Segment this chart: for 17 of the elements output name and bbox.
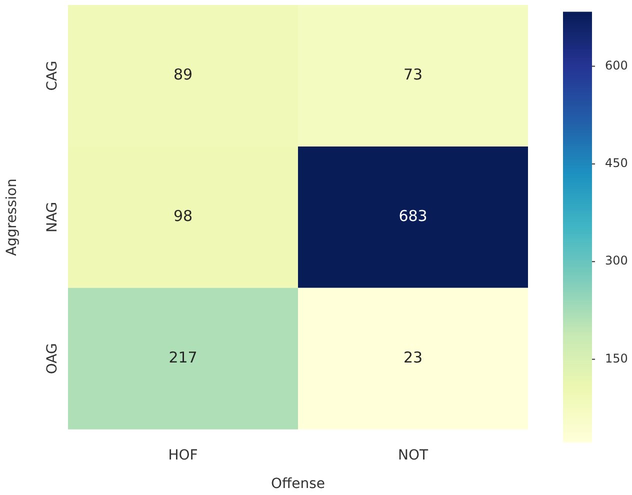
data-label: 683 bbox=[398, 207, 428, 226]
color-bar-label: 300 bbox=[605, 254, 628, 268]
data-label: 217 bbox=[168, 348, 198, 367]
data-label: 73 bbox=[403, 66, 423, 84]
data-label: 89 bbox=[173, 66, 193, 84]
y-tick-label: NAG bbox=[44, 202, 61, 233]
data-label: 98 bbox=[173, 207, 193, 226]
x-tick-label: HOF bbox=[168, 447, 198, 464]
color-bar-label: 600 bbox=[605, 58, 628, 72]
y-tick-label: CAG bbox=[44, 60, 61, 91]
x-axis-title: Offense bbox=[270, 476, 326, 492]
x-tick-label: NOT bbox=[398, 447, 428, 464]
color-bar-label: 150 bbox=[605, 351, 628, 366]
y-tick-label: OAG bbox=[44, 343, 61, 374]
data-label: 23 bbox=[403, 348, 423, 367]
y-axis-title: Aggression bbox=[4, 178, 20, 256]
color-bar-label: 450 bbox=[605, 156, 628, 170]
